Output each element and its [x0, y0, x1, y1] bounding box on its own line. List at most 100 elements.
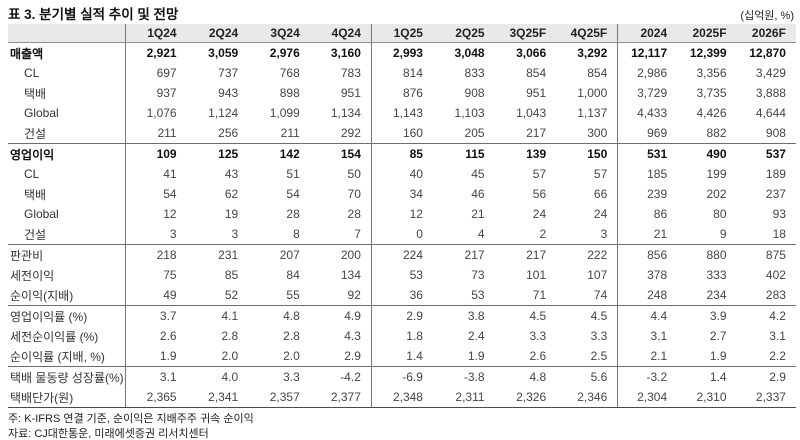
data-cell: 854: [556, 63, 619, 83]
data-cell: 833: [464, 66, 485, 80]
data-cell: 256: [218, 126, 239, 140]
row-label: Global: [8, 204, 126, 224]
data-cell: 36: [409, 288, 423, 302]
data-cell: 75: [163, 268, 177, 282]
data-cell: 856: [617, 244, 678, 265]
data-cell: 222: [556, 244, 619, 265]
data-cell: 4.4: [617, 305, 678, 326]
data-cell: 115: [432, 143, 495, 164]
data-cell: 224: [371, 244, 433, 265]
data-cell: 2,921: [146, 46, 177, 60]
data-cell: 231: [186, 244, 249, 265]
data-cell: 3,066: [516, 46, 547, 60]
data-cell: 18: [772, 227, 786, 241]
data-cell: 71: [532, 288, 547, 302]
data-cell: 54: [163, 187, 177, 201]
data-cell: 85: [371, 143, 433, 164]
data-cell: 202: [706, 187, 727, 201]
data-cell: 943: [218, 86, 239, 100]
data-cell: 908: [765, 126, 786, 140]
data-cell: 28: [286, 207, 300, 221]
table-row: 매출액 2,921 3,059 2,976 3,160 2,993 3,048 3,066 3,…: [8, 42, 796, 63]
data-cell: 24: [556, 204, 619, 224]
data-cell: 854: [526, 66, 547, 80]
data-cell: 3,356: [696, 66, 727, 80]
data-cell: 1,043: [516, 106, 547, 120]
data-cell: 21: [471, 207, 485, 221]
data-cell: 2.0: [283, 349, 300, 363]
data-cell: 2,346: [556, 387, 619, 408]
data-cell: 56: [532, 187, 547, 201]
data-cell: 1,134: [309, 103, 372, 123]
data-cell: 875: [736, 244, 796, 265]
row-label: 매출액: [8, 42, 126, 63]
row-label: 세전순이익률 (%): [8, 326, 126, 346]
data-cell: 21: [653, 227, 668, 241]
table-row: 세전순이익률 (%) 2.6 2.8 2.8 4.3 1.8 2.4 3.3 3.3 3.1 2.7…: [8, 326, 796, 346]
data-cell: 205: [464, 126, 485, 140]
data-cell: 218: [125, 244, 187, 265]
data-cell: 2,976: [269, 46, 300, 60]
data-cell: 4,433: [637, 106, 668, 120]
data-cell: -3.8: [432, 366, 495, 387]
data-cell: 217: [494, 244, 557, 265]
data-cell: 3.3: [556, 326, 619, 346]
data-cell: 0: [416, 227, 423, 241]
data-cell: 73: [471, 268, 485, 282]
data-cell: 45: [471, 167, 485, 181]
data-cell: 3,735: [696, 86, 727, 100]
table-header-cell: 2Q24: [186, 24, 249, 43]
table-row: 순이익(지배) 49 52 55 92 36 53 71 74 248 234 283: [8, 285, 796, 306]
data-cell: 283: [765, 288, 786, 302]
data-cell: 1,124: [208, 106, 239, 120]
header-row: 1Q24 2Q24 3Q24 4Q24 1Q25 2Q25 3Q25F 4Q25F 2024 20…: [8, 24, 796, 43]
data-cell: 2,357: [248, 387, 310, 408]
table-row: 판관비 218 231 207 200 224 217 217 222 856 880 875: [8, 244, 796, 265]
row-label: 택배: [8, 184, 126, 204]
data-cell: 378: [647, 268, 668, 282]
data-cell: 402: [765, 268, 786, 282]
table-header-cell: 2Q25: [432, 24, 495, 43]
data-cell: 40: [409, 167, 423, 181]
data-cell: 237: [765, 187, 786, 201]
table-row: Global 1,076 1,124 1,099 1,134 1,143 1,103 1,04…: [8, 103, 796, 123]
row-label: CL: [8, 63, 126, 83]
data-cell: 211: [157, 126, 177, 140]
data-cell: 969: [647, 126, 668, 140]
data-cell: 49: [163, 288, 177, 302]
row-label: 순이익(지배): [8, 285, 126, 306]
data-cell: 234: [706, 288, 727, 302]
data-cell: 93: [772, 207, 786, 221]
data-cell: 4,644: [755, 106, 786, 120]
data-cell: 5.6: [556, 366, 619, 387]
data-cell: 2.7: [709, 329, 727, 343]
data-cell: 4.8: [248, 305, 310, 326]
data-cell: 134: [309, 265, 372, 285]
data-cell: 300: [556, 123, 619, 144]
table-row: Global 12 19 28 28 12 21 24 24 86 80 93: [8, 204, 796, 224]
table-header-cell: 2024: [617, 24, 678, 43]
footnotes: 주: K-IFRS 연결 기준, 순이익은 지배주주 귀속 순이익 자료: CJ…: [8, 412, 254, 440]
data-cell: 2.9: [736, 366, 796, 387]
data-cell: 12: [409, 207, 423, 221]
data-cell: 28: [309, 204, 372, 224]
row-label: CL: [8, 164, 126, 184]
data-cell: 1.9: [709, 349, 727, 363]
data-cell: 2,341: [186, 387, 249, 408]
row-label: 택배단가(원): [8, 387, 126, 408]
data-cell: 80: [713, 207, 727, 221]
table-header-cell: 1Q24: [125, 24, 187, 43]
table-row: 택배 물동량 성장률(%) 3.1 4.0 3.3 -4.2 -6.9 -3.8 4.8 5.6…: [8, 366, 796, 387]
data-cell: 150: [556, 143, 619, 164]
footnote-note: 주: K-IFRS 연결 기준, 순이익은 지배주주 귀속 순이익: [8, 413, 254, 425]
table-row: 택배단가(원) 2,365 2,341 2,357 2,377 2,348 2,311 2,3…: [8, 387, 796, 408]
data-cell: 937: [156, 86, 177, 100]
data-cell: 2.2: [769, 349, 786, 363]
data-cell: 1,143: [392, 106, 423, 120]
table-header-cell: 2025F: [677, 24, 737, 43]
unit-label: (십억원, %): [740, 10, 794, 22]
data-cell: 4.0: [186, 366, 249, 387]
data-cell: 2.6: [529, 349, 547, 363]
data-cell: 51: [286, 167, 300, 181]
data-cell: 2,310: [677, 387, 737, 408]
